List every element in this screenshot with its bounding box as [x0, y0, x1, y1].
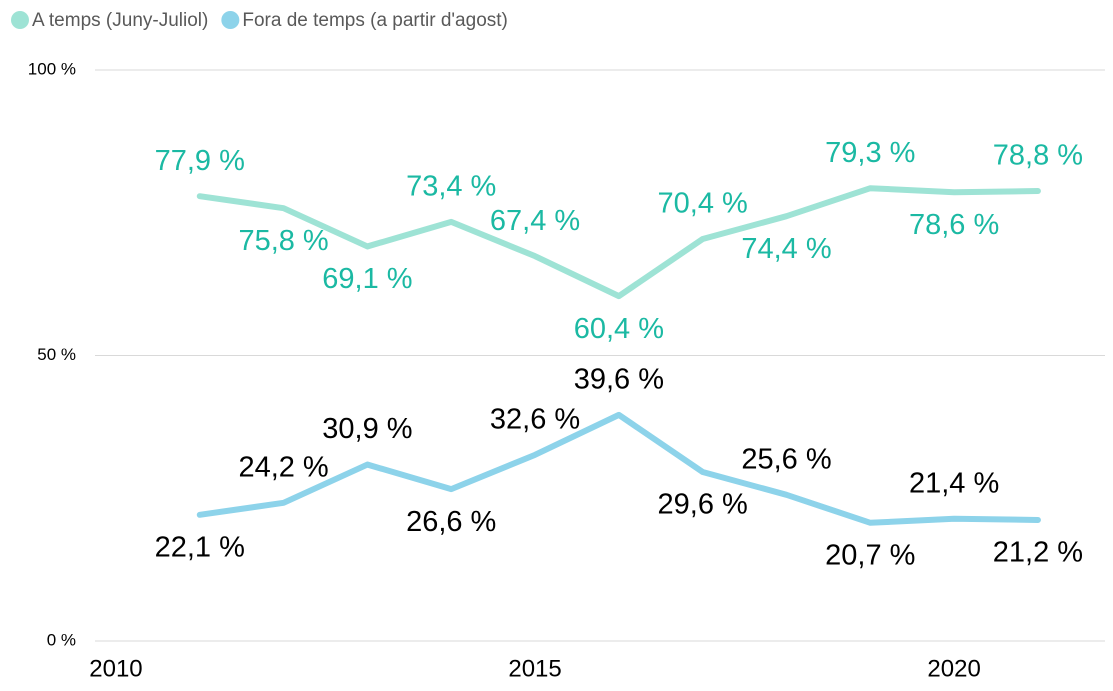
data-label: 30,9 %	[322, 413, 412, 445]
data-label: 77,9 %	[155, 145, 245, 177]
data-label: 67,4 %	[490, 205, 580, 237]
data-label: 25,6 %	[741, 443, 831, 475]
x-tick-label: 2020	[927, 655, 980, 682]
data-label: 26,6 %	[406, 506, 496, 538]
series-line	[196, 411, 1041, 526]
data-label: 24,2 %	[238, 451, 328, 483]
legend-marker	[221, 11, 240, 29]
data-label: 69,1 %	[322, 263, 412, 295]
legend-label: Fora de temps (a partir d'agost)	[242, 10, 508, 31]
y-tick-label: 50 %	[37, 345, 76, 364]
data-label: 60,4 %	[574, 313, 664, 345]
legend-label: A temps (Juny-Juliol)	[32, 10, 208, 31]
y-tick-label: 100 %	[28, 59, 76, 78]
data-label: 22,1 %	[155, 531, 245, 563]
data-label: 20,7 %	[825, 539, 915, 571]
data-label: 78,8 %	[993, 140, 1083, 172]
data-label: 75,8 %	[238, 225, 328, 257]
data-label: 39,6 %	[574, 364, 664, 396]
x-tick-label: 2010	[89, 655, 142, 682]
y-tick-label: 0 %	[47, 630, 76, 649]
data-label: 79,3 %	[825, 137, 915, 169]
data-label: 78,6 %	[909, 209, 999, 241]
data-label: 21,4 %	[909, 467, 999, 499]
data-label: 74,4 %	[741, 233, 831, 265]
data-label: 29,6 %	[658, 489, 748, 521]
data-label: 70,4 %	[658, 188, 748, 220]
series-line	[196, 185, 1041, 300]
legend-marker	[11, 11, 29, 29]
x-tick-label: 2015	[508, 655, 561, 682]
data-label: 32,6 %	[490, 404, 580, 436]
data-label: 73,4 %	[406, 171, 496, 203]
data-label: 21,2 %	[993, 537, 1083, 569]
